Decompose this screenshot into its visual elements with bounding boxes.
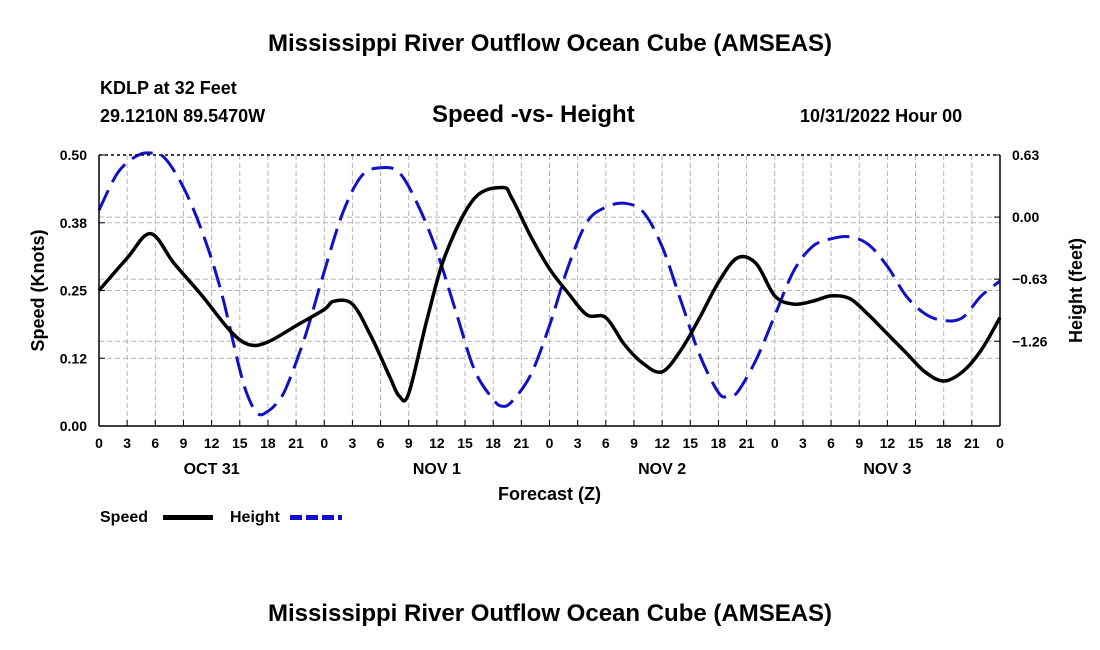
y2-tick-label: 0.00 [1012,209,1039,225]
x-tick-label: 21 [514,435,530,451]
x-tick-label: 15 [908,435,924,451]
x-tick-label: 15 [457,435,473,451]
x-tick-label: 0 [546,435,554,451]
x-tick-label: 9 [405,435,413,451]
x-tick-label: 21 [288,435,304,451]
x-tick-label: 18 [936,435,952,451]
y-tick-label: 0.25 [60,283,87,299]
x-tick-label: 9 [180,435,188,451]
x-tick-label: 9 [630,435,638,451]
y2-tick-label: −1.26 [1012,333,1048,349]
y2-tick-label: 0.63 [1012,147,1039,163]
x-tick-label: 15 [682,435,698,451]
legend-height-label: Height [230,509,280,526]
legend-speed-swatch [163,515,213,520]
y-tick-label: 0.00 [60,418,87,434]
x-tick-label: 21 [739,435,755,451]
x-tick-label: 18 [711,435,727,451]
speed-series-line [97,185,1002,403]
x-tick-label: 0 [320,435,328,451]
station-label: KDLP at 32 Feet [100,78,237,98]
height-series-line [97,151,1001,417]
y-tick-label: 0.50 [60,147,87,163]
x-tick-label: 6 [602,435,610,451]
forecast-datetime: 10/31/2022 Hour 00 [800,106,963,126]
page-title: Mississippi River Outflow Ocean Cube (AM… [267,30,833,57]
x-tick-label: 6 [377,435,385,451]
x-day-label: OCT 31 [184,461,240,478]
x-tick-label: 3 [799,435,807,451]
x-day-label: NOV 1 [413,461,461,478]
x-tick-label: 0 [771,435,779,451]
x-tick-label: 18 [260,435,276,451]
x-tick-label: 12 [204,435,220,451]
x-tick-label: 0 [996,435,1004,451]
y2-tick-label: −0.63 [1012,271,1048,287]
x-tick-label: 9 [855,435,863,451]
x-day-label: NOV 3 [863,461,911,478]
y2-axis-title: Height (feet) [1066,238,1086,343]
x-tick-label: 12 [880,435,896,451]
footer-title: Mississippi River Outflow Ocean Cube (AM… [267,600,833,627]
x-tick-label: 0 [95,435,103,451]
x-tick-label: 3 [574,435,582,451]
x-tick-label: 3 [349,435,357,451]
x-tick-label: 12 [429,435,445,451]
y-axis-title: Speed (Knots) [28,229,48,351]
x-tick-label: 12 [654,435,670,451]
x-tick-label: 15 [232,435,248,451]
chart-subtitle: Speed -vs- Height [432,101,635,128]
station-coordinates: 29.1210N 89.5470W [100,106,266,126]
x-tick-label: 6 [151,435,159,451]
y-tick-label: 0.12 [60,350,87,366]
x-axis-title: Forecast (Z) [498,484,601,504]
legend-speed-label: Speed [100,509,149,526]
x-tick-label: 6 [827,435,835,451]
x-tick-label: 21 [964,435,980,451]
x-day-label: NOV 2 [638,461,686,478]
y-tick-label: 0.38 [60,215,87,231]
x-tick-label: 3 [123,435,131,451]
x-tick-label: 18 [485,435,501,451]
legend-height-swatch [290,515,342,520]
